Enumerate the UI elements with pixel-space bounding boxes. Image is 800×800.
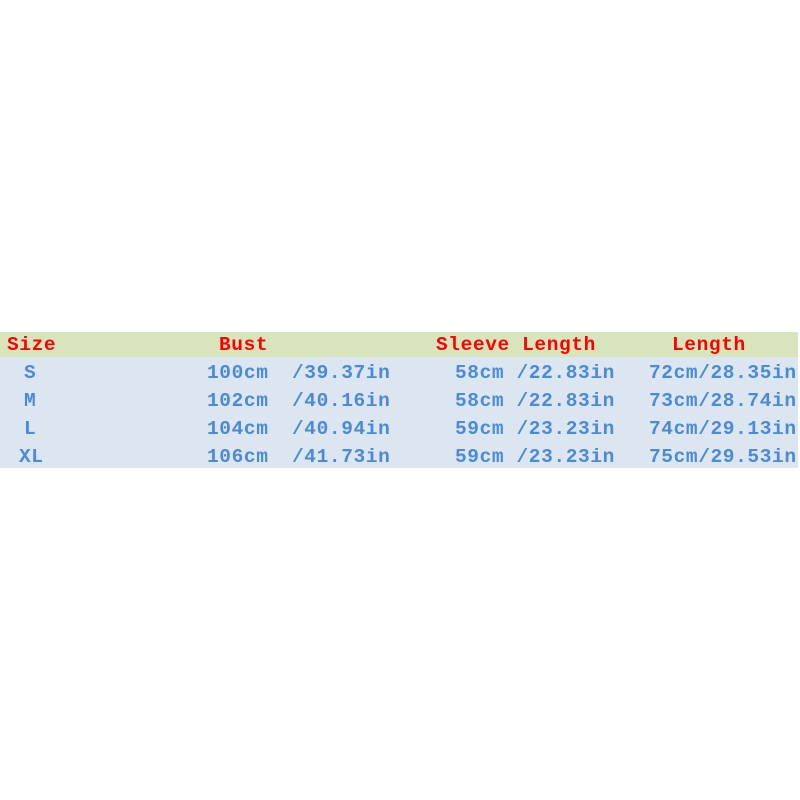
- cell-sleeve: 58cm /22.83in: [455, 362, 615, 384]
- cell-size: XL: [19, 446, 44, 468]
- cell-bust-cm: 106cm: [207, 446, 269, 468]
- header-size: Size: [7, 334, 57, 356]
- cell-length: 73cm/28.74in: [649, 390, 797, 412]
- header-sleeve-length: Sleeve Length: [436, 334, 596, 356]
- cell-sleeve: 58cm /22.83in: [455, 390, 615, 412]
- cell-bust-in: /40.94in: [292, 418, 391, 440]
- cell-bust-in: /41.73in: [292, 446, 391, 468]
- cell-length: 72cm/28.35in: [649, 362, 797, 384]
- header-band: [0, 332, 798, 357]
- body-band: [0, 357, 798, 468]
- cell-bust-in: /39.37in: [292, 362, 391, 384]
- cell-bust-cm: 104cm: [207, 418, 269, 440]
- cell-sleeve: 59cm /23.23in: [455, 446, 615, 468]
- cell-size: L: [24, 418, 37, 440]
- cell-sleeve: 59cm /23.23in: [455, 418, 615, 440]
- cell-size: M: [24, 390, 37, 412]
- cell-bust-cm: 100cm: [207, 362, 269, 384]
- header-length: Length: [672, 334, 746, 356]
- cell-length: 75cm/29.53in: [649, 446, 797, 468]
- cell-bust-cm: 102cm: [207, 390, 269, 412]
- cell-bust-in: /40.16in: [292, 390, 391, 412]
- cell-size: S: [24, 362, 37, 384]
- header-bust: Bust: [219, 334, 269, 356]
- cell-length: 74cm/29.13in: [649, 418, 797, 440]
